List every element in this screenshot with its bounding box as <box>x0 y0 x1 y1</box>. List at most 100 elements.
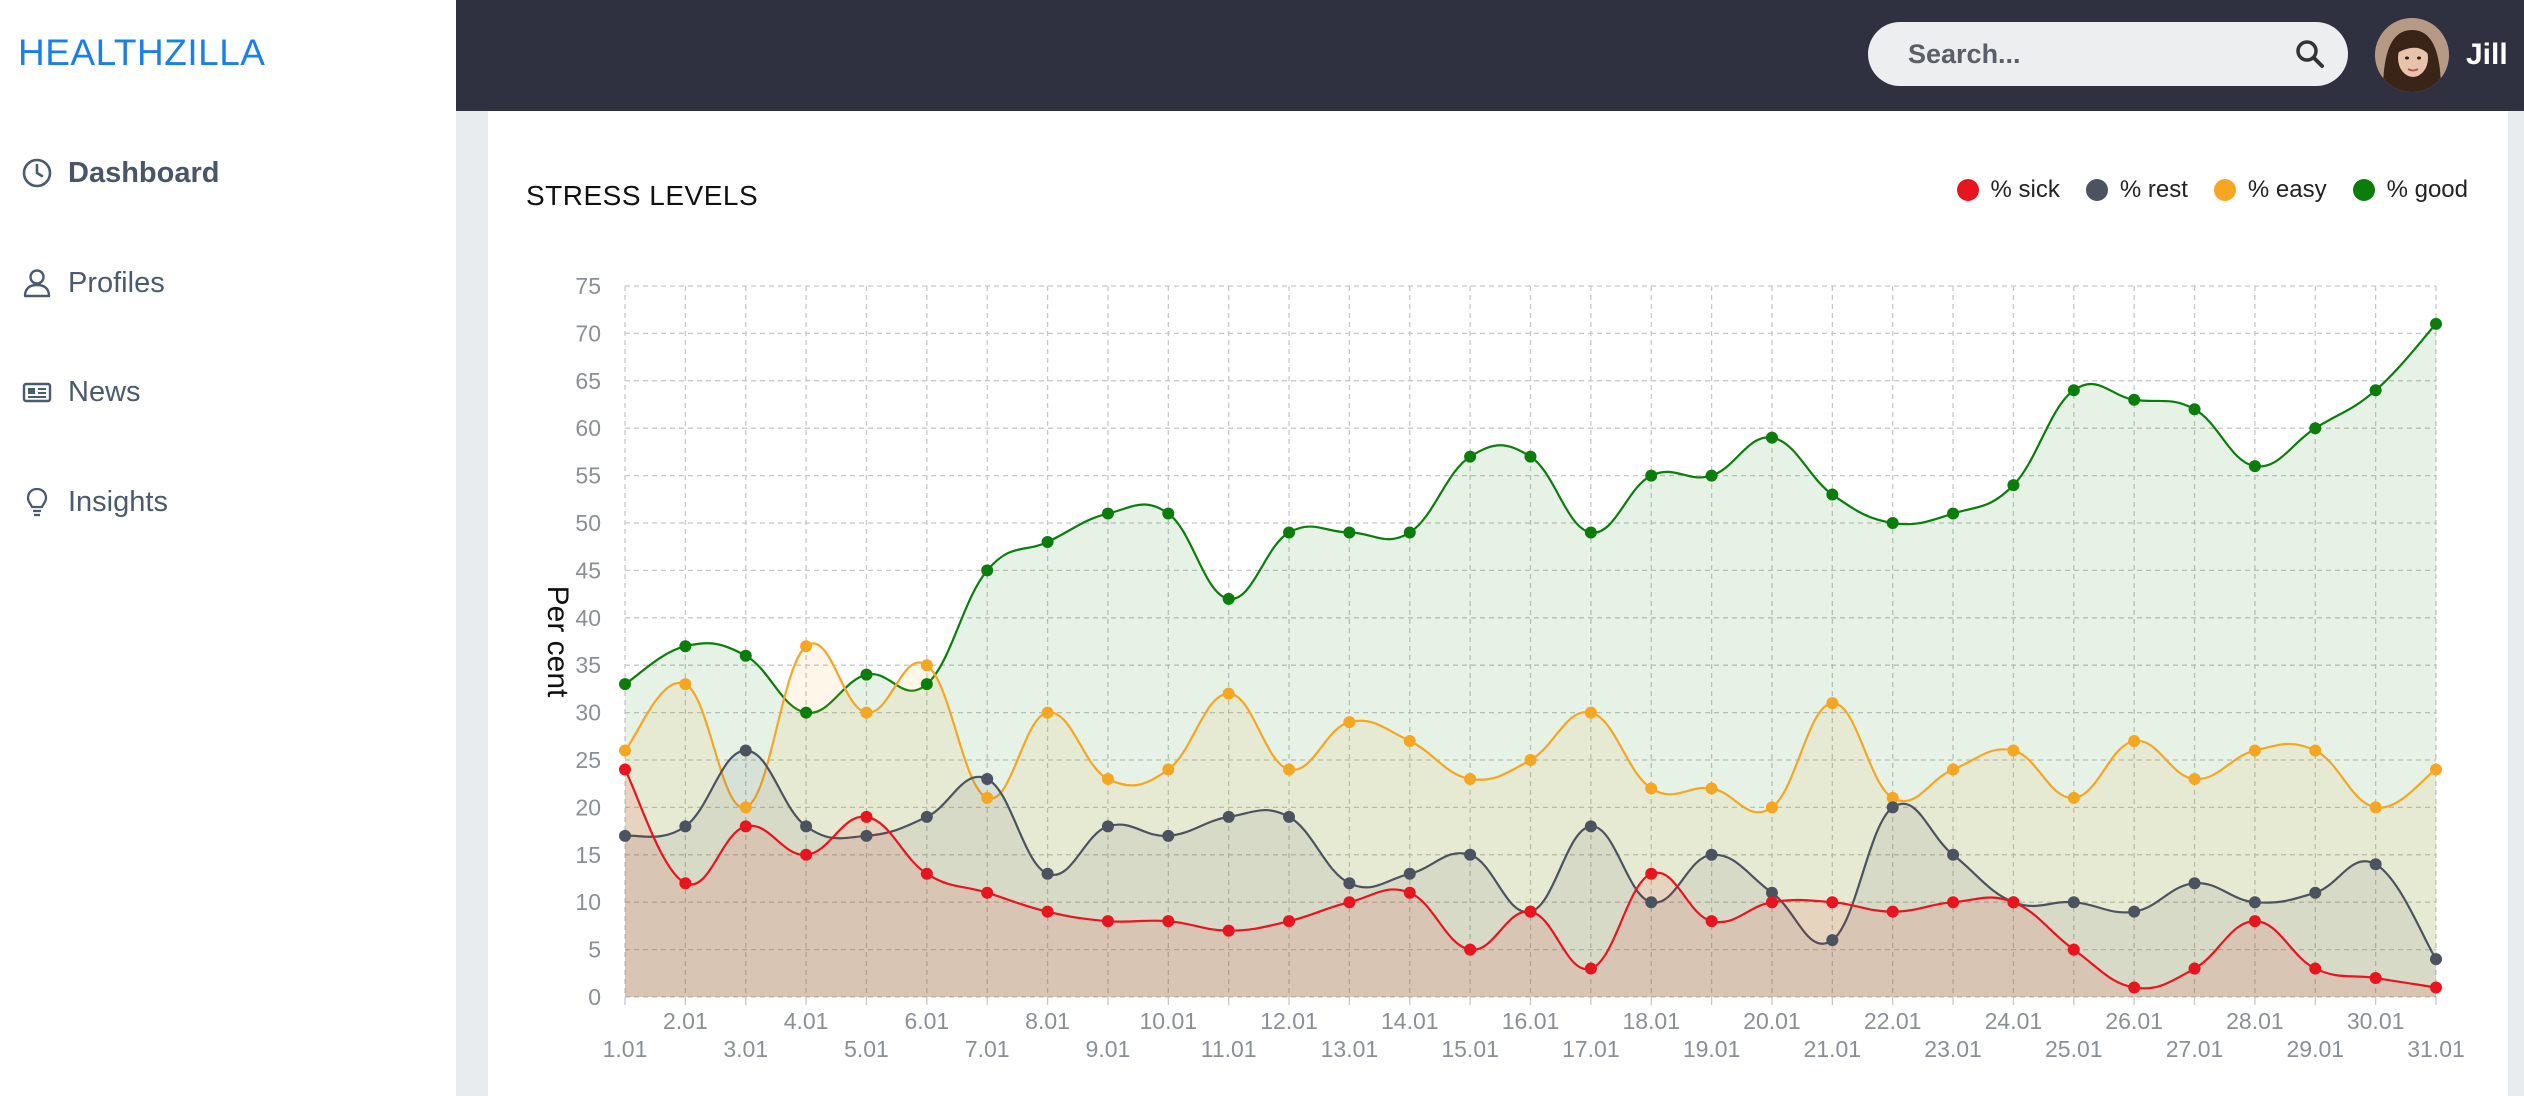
x-tick-label: 8.01 <box>1025 1008 1070 1034</box>
y-tick-label: 75 <box>575 273 601 299</box>
y-tick-label: 40 <box>575 605 601 631</box>
x-tick-label: 3.01 <box>723 1036 768 1062</box>
x-tick-label: 14.01 <box>1381 1008 1439 1034</box>
y-tick-label: 70 <box>575 320 601 346</box>
y-tick-label: 10 <box>575 889 601 915</box>
point-rest <box>981 772 994 785</box>
point-good <box>1041 535 1054 548</box>
sidebar-item-news[interactable]: News <box>20 362 420 422</box>
point-easy <box>2309 744 2322 757</box>
legend-label: % good <box>2386 176 2468 203</box>
point-easy <box>2369 801 2382 814</box>
user-name[interactable]: Jill <box>2466 38 2508 71</box>
point-sick <box>2188 962 2201 975</box>
point-sick <box>1162 915 1175 928</box>
point-sick <box>800 848 813 861</box>
legend-item-easy[interactable]: % easy <box>2213 176 2327 204</box>
point-rest <box>1947 848 1960 861</box>
stress-levels-chart: 0 5 10 15 20 25 30 35 40 45 50 55 60 65 70 75 1.01 2.01 3.… <box>541 273 2465 1062</box>
point-sick <box>1403 886 1416 899</box>
sidebar-item-label: News <box>68 375 141 408</box>
point-sick <box>1524 905 1537 918</box>
sidebar-item-dashboard[interactable]: Dashboard <box>20 143 420 203</box>
search-box <box>1868 22 2348 86</box>
point-easy <box>2067 791 2080 804</box>
point-easy <box>2007 744 2020 757</box>
point-good <box>981 564 994 577</box>
point-rest <box>1283 810 1296 823</box>
point-sick <box>1464 943 1477 956</box>
point-rest <box>1705 848 1718 861</box>
point-good <box>739 649 752 662</box>
point-sick <box>860 810 873 823</box>
sidebar-item-profiles[interactable]: Profiles <box>20 253 420 313</box>
point-easy <box>1524 754 1537 766</box>
point-easy <box>619 744 631 757</box>
x-tick-label: 22.01 <box>1864 1008 1922 1034</box>
point-easy <box>1343 716 1356 729</box>
point-sick <box>2309 962 2322 975</box>
point-good <box>1524 450 1537 463</box>
x-tick-label: 24.01 <box>1985 1008 2043 1034</box>
point-good <box>2309 422 2322 435</box>
point-easy <box>2128 735 2141 748</box>
point-good <box>2188 403 2201 416</box>
point-easy <box>1101 772 1114 785</box>
search-input[interactable] <box>1906 37 2270 71</box>
x-tick-label: 13.01 <box>1321 1036 1379 1062</box>
x-tick-label: 1.01 <box>603 1036 648 1062</box>
point-easy <box>800 640 813 653</box>
point-rest <box>1464 848 1477 861</box>
point-sick <box>2248 915 2261 928</box>
legend-item-rest[interactable]: % rest <box>2085 176 2188 204</box>
x-tick-label: 30.01 <box>2347 1008 2405 1034</box>
chart-title: STRESS LEVELS <box>526 180 759 211</box>
legend-label: % sick <box>1990 176 2060 203</box>
point-easy <box>1041 706 1054 719</box>
area-rest <box>625 750 2436 997</box>
legend-item-good[interactable]: % good <box>2352 176 2468 204</box>
y-tick-label: 50 <box>575 510 601 536</box>
point-sick <box>1886 905 1899 918</box>
avatar[interactable] <box>2375 18 2449 92</box>
point-rest <box>2309 886 2322 899</box>
point-easy <box>739 801 752 814</box>
point-easy <box>679 678 692 691</box>
lightbulb-icon <box>20 485 54 519</box>
y-tick-label: 0 <box>588 984 601 1010</box>
point-sick <box>619 763 631 776</box>
y-tick-label: 55 <box>575 463 601 489</box>
brand-logo[interactable]: HEALTHZILLA <box>18 32 266 73</box>
point-good <box>2128 393 2141 406</box>
point-sick <box>679 877 692 890</box>
point-rest <box>1162 829 1175 842</box>
legend-label: % easy <box>2247 176 2327 203</box>
sidebar-item-insights[interactable]: Insights <box>20 472 420 532</box>
point-good <box>679 640 692 653</box>
y-tick-label: 60 <box>575 415 601 441</box>
x-tick-label: 12.01 <box>1260 1008 1318 1034</box>
x-tick-label: 17.01 <box>1562 1036 1620 1062</box>
x-tick-label: 4.01 <box>784 1008 829 1034</box>
point-rest <box>1101 820 1114 833</box>
point-good <box>800 706 813 719</box>
point-easy <box>2430 763 2442 776</box>
x-tick-label: 28.01 <box>2226 1008 2284 1034</box>
point-good <box>1162 507 1175 520</box>
search-icon[interactable] <box>2294 38 2326 70</box>
point-sick <box>1765 896 1778 909</box>
point-good <box>1464 450 1477 463</box>
point-easy <box>1464 772 1477 785</box>
line-easy <box>624 642 2437 814</box>
point-rest <box>1343 877 1356 890</box>
x-tick-label: 19.01 <box>1683 1036 1741 1062</box>
point-sick <box>2369 972 2382 985</box>
point-sick <box>1283 915 1296 928</box>
point-rest <box>1645 896 1658 909</box>
legend-swatch <box>2085 179 2108 201</box>
legend-item-sick[interactable]: % sick <box>1956 176 2060 204</box>
point-sick <box>2007 896 2020 909</box>
point-rest <box>1403 867 1416 880</box>
point-easy <box>860 706 873 719</box>
point-rest <box>1222 810 1235 823</box>
